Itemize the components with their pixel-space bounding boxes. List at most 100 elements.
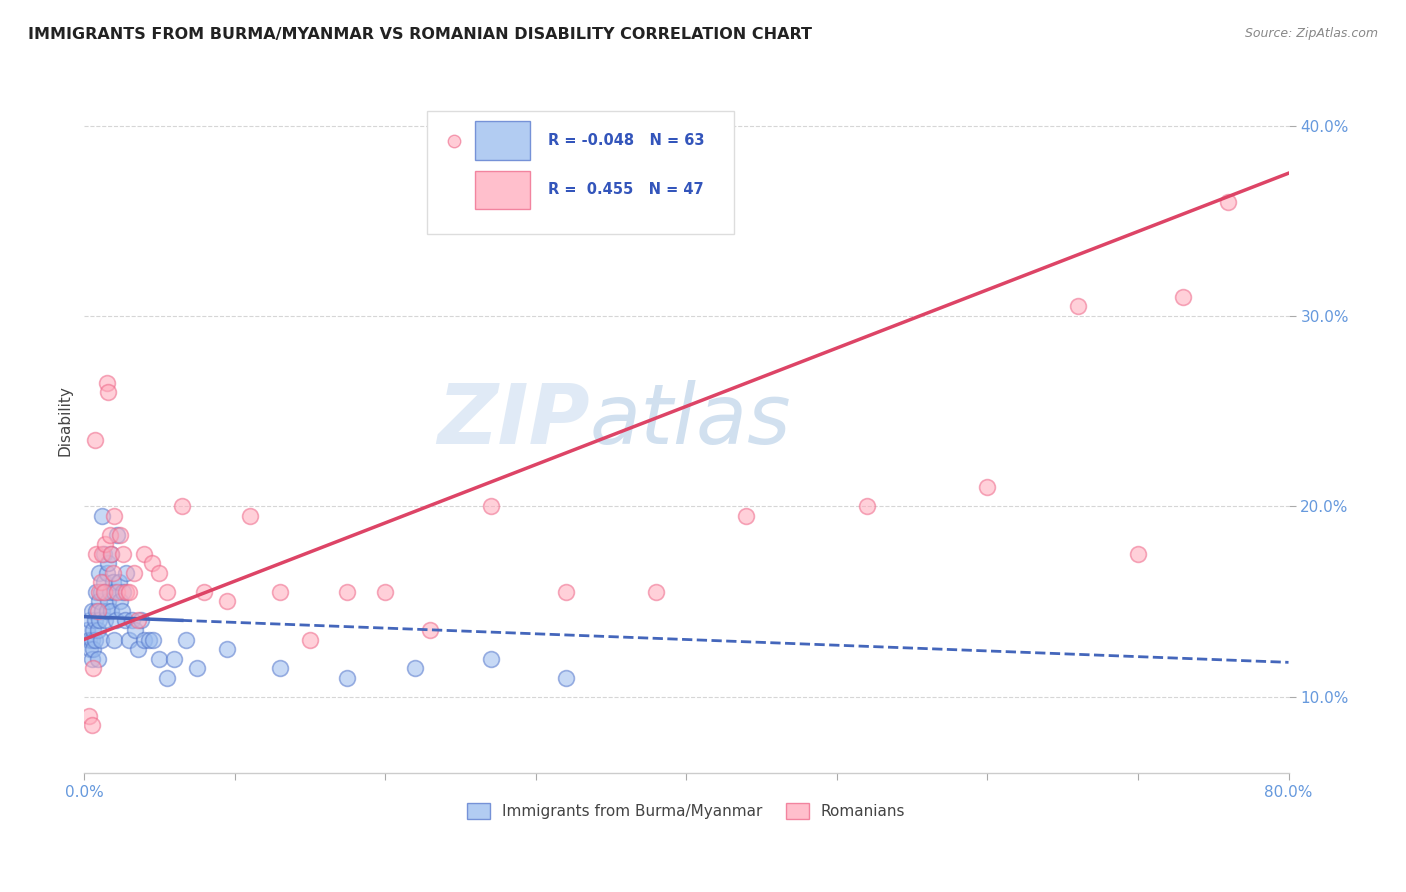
- FancyBboxPatch shape: [475, 121, 530, 160]
- Point: [215, 594, 238, 608]
- FancyBboxPatch shape: [475, 170, 530, 210]
- FancyBboxPatch shape: [427, 111, 734, 234]
- Text: Source: ZipAtlas.com: Source: ZipAtlas.com: [1244, 27, 1378, 40]
- Point: [336, 671, 359, 685]
- Point: [124, 623, 146, 637]
- Point: [118, 632, 141, 647]
- Point: [1218, 194, 1240, 209]
- Point: [374, 585, 396, 599]
- Point: [80, 718, 103, 732]
- Point: [114, 614, 136, 628]
- Point: [156, 671, 179, 685]
- Point: [80, 651, 103, 665]
- Point: [96, 604, 118, 618]
- Point: [142, 632, 165, 647]
- Point: [100, 547, 122, 561]
- Point: [127, 642, 149, 657]
- Point: [163, 651, 186, 665]
- Point: [239, 508, 262, 523]
- Point: [134, 632, 156, 647]
- Point: [86, 623, 108, 637]
- Point: [94, 585, 117, 599]
- Point: [122, 566, 145, 580]
- Point: [103, 508, 125, 523]
- Point: [94, 614, 117, 628]
- Point: [96, 376, 118, 390]
- Point: [90, 585, 112, 599]
- Point: [87, 614, 110, 628]
- Text: atlas: atlas: [591, 380, 792, 461]
- Point: [101, 566, 124, 580]
- Point: [404, 661, 426, 675]
- Point: [98, 585, 121, 599]
- Point: [77, 632, 100, 647]
- Point: [82, 623, 104, 637]
- Point: [193, 585, 215, 599]
- Point: [80, 604, 103, 618]
- Point: [97, 385, 120, 400]
- Point: [176, 632, 198, 647]
- Point: [118, 585, 141, 599]
- Point: [82, 642, 104, 657]
- Point: [645, 585, 668, 599]
- Point: [87, 594, 110, 608]
- Point: [419, 623, 441, 637]
- Text: ZIP: ZIP: [437, 380, 591, 461]
- Point: [1171, 290, 1194, 304]
- Point: [138, 632, 160, 647]
- Point: [129, 614, 152, 628]
- Point: [94, 537, 117, 551]
- Point: [77, 708, 100, 723]
- Point: [215, 642, 238, 657]
- Point: [80, 632, 103, 647]
- Point: [479, 500, 502, 514]
- Point: [83, 614, 105, 628]
- Point: [86, 651, 108, 665]
- Point: [148, 651, 170, 665]
- Point: [141, 557, 163, 571]
- Point: [97, 557, 120, 571]
- Point: [479, 651, 502, 665]
- Point: [186, 661, 208, 675]
- Point: [84, 604, 107, 618]
- Point: [97, 594, 120, 608]
- Point: [86, 604, 108, 618]
- Point: [91, 604, 114, 618]
- Point: [91, 547, 114, 561]
- Text: IMMIGRANTS FROM BURMA/MYANMAR VS ROMANIAN DISABILITY CORRELATION CHART: IMMIGRANTS FROM BURMA/MYANMAR VS ROMANIA…: [28, 27, 813, 42]
- Point: [98, 528, 121, 542]
- Point: [104, 614, 127, 628]
- Point: [91, 508, 114, 523]
- Point: [87, 566, 110, 580]
- Point: [111, 604, 134, 618]
- Point: [107, 575, 129, 590]
- Point: [100, 604, 122, 618]
- Point: [115, 566, 138, 580]
- Point: [100, 547, 122, 561]
- Point: [112, 585, 135, 599]
- Point: [90, 575, 112, 590]
- Point: [105, 585, 128, 599]
- Y-axis label: Disability: Disability: [58, 385, 72, 456]
- Point: [93, 547, 115, 561]
- Point: [134, 547, 156, 561]
- Point: [83, 632, 105, 647]
- Point: [84, 585, 107, 599]
- Point: [101, 575, 124, 590]
- Point: [103, 585, 125, 599]
- Point: [121, 614, 143, 628]
- Point: [856, 500, 879, 514]
- Point: [336, 585, 359, 599]
- Point: [554, 671, 576, 685]
- Point: [156, 585, 179, 599]
- Point: [79, 642, 101, 657]
- Point: [76, 623, 98, 637]
- Point: [108, 528, 131, 542]
- Point: [90, 632, 112, 647]
- Point: [105, 528, 128, 542]
- Legend: Immigrants from Burma/Myanmar, Romanians: Immigrants from Burma/Myanmar, Romanians: [461, 797, 911, 825]
- Point: [269, 585, 291, 599]
- Point: [127, 614, 149, 628]
- Point: [96, 566, 118, 580]
- Point: [1126, 547, 1149, 561]
